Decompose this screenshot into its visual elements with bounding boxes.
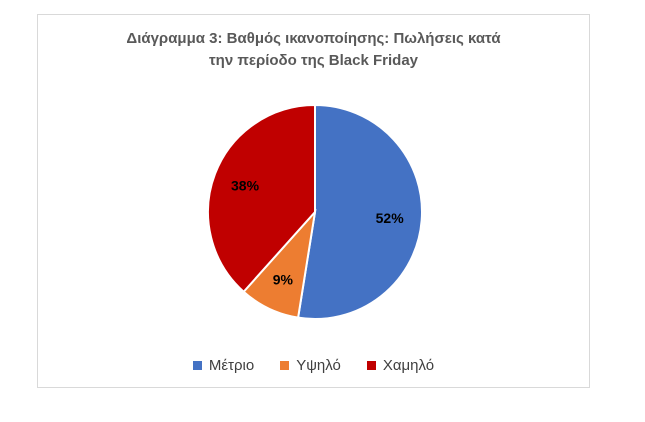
chart-frame: Διάγραμμα 3: Βαθμός ικανοποίησης: Πωλήσε…	[37, 14, 590, 388]
legend-label-metrio: Μέτριο	[208, 357, 255, 374]
legend: Μέτριο Υψηλό Χαμηλό	[38, 357, 589, 374]
chart-title-line-2: την περίοδο της Black Friday	[208, 52, 419, 69]
legend-swatch-xamilo	[366, 361, 376, 370]
legend-swatch-metrio	[192, 361, 202, 370]
pie-chart: 52% 9% 38%	[207, 103, 423, 320]
data-label-xamilo: 38%	[231, 177, 260, 193]
chart-title: Διάγραμμα 3: Βαθμός ικανοποίησης: Πωλήσε…	[38, 28, 589, 72]
pie-slice-metrio	[296, 103, 423, 320]
data-label-ypsilo: 9%	[273, 272, 294, 288]
pie-slice-xamilo	[207, 103, 316, 294]
legend-item-metrio: Μέτριο	[192, 357, 255, 374]
legend-swatch-ypsilo	[280, 361, 290, 370]
chart-title-line-1: Διάγραμμα 3: Βαθμός ικανοποίησης: Πωλήσε…	[126, 30, 501, 47]
legend-label-xamilo: Χαμηλό	[382, 357, 435, 374]
legend-label-ypsilo: Υψηλό	[296, 357, 341, 374]
data-label-metrio: 52%	[376, 210, 405, 226]
legend-item-xamilo: Χαμηλό	[366, 357, 435, 374]
legend-item-ypsilo: Υψηλό	[280, 357, 341, 374]
